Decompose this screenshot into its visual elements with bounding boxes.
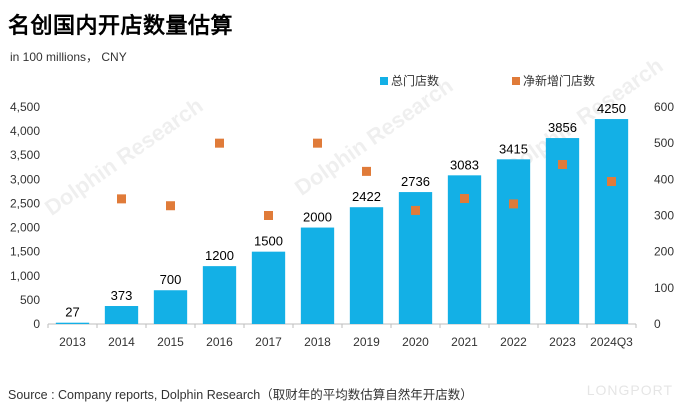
bar [545, 138, 580, 324]
legend: 总门店数 净新增门店数 [0, 72, 687, 90]
bar-data-label: 3083 [450, 157, 479, 172]
bar [153, 290, 188, 324]
source-note: Source : Company reports, Dolphin Resear… [8, 388, 473, 402]
bar [104, 306, 139, 324]
y-left-tick-label: 4,500 [10, 100, 40, 114]
y-right-tick-label: 0 [654, 317, 661, 331]
y-left-tick-label: 3,000 [10, 172, 40, 186]
x-tick-label: 2016 [206, 335, 233, 349]
bar-data-label: 3415 [499, 141, 528, 156]
legend-swatch-bar [380, 76, 388, 85]
bar-data-label: 700 [160, 272, 182, 287]
x-tick-label: 2023 [549, 335, 576, 349]
y-left-tick-label: 4,000 [10, 124, 40, 138]
x-tick-label: 2013 [59, 335, 86, 349]
y-left-tick-label: 3,500 [10, 148, 40, 162]
bar-data-label: 373 [111, 288, 133, 303]
bar-data-label: 1500 [254, 234, 283, 249]
y-left-tick-label: 500 [20, 293, 40, 307]
bar [496, 159, 531, 324]
y-left-tick-label: 2,000 [10, 221, 40, 235]
legend-swatch-dot [512, 76, 520, 85]
scatter-point [264, 211, 273, 220]
x-tick-label: 2022 [500, 335, 527, 349]
bar [300, 227, 335, 324]
x-tick-label: 2020 [402, 335, 429, 349]
y-right-tick-label: 100 [654, 281, 674, 295]
scatter-point [166, 201, 175, 211]
bar-data-label: 27 [65, 305, 79, 320]
bar [251, 251, 286, 324]
chart-title: 名创国内开店数量估算 [8, 14, 234, 39]
brand-watermark: LONGPORT [586, 382, 673, 398]
y-right-tick-label: 500 [654, 136, 674, 150]
legend-label-total-stores: 总门店数 [391, 74, 440, 88]
scatter-point [460, 194, 469, 204]
bar-data-label: 2736 [401, 174, 430, 189]
y-left-tick-label: 1,000 [10, 269, 40, 283]
bar [349, 207, 384, 324]
y-left-tick-label: 1,500 [10, 245, 40, 259]
x-tick-label: 2015 [157, 335, 184, 349]
scatter-point [607, 177, 616, 187]
scatter-point [558, 160, 567, 170]
y-left-tick-label: 2,500 [10, 196, 40, 210]
y-right-tick-label: 400 [654, 172, 674, 186]
x-tick-label: 2017 [255, 335, 282, 349]
bar [594, 119, 629, 324]
scatter-point [117, 194, 126, 204]
bar-data-label: 3856 [548, 120, 577, 135]
bar-data-label: 2422 [352, 189, 381, 204]
y-right-tick-label: 200 [654, 245, 674, 259]
bar-data-label: 1200 [205, 248, 234, 263]
x-tick-label: 2024Q3 [590, 335, 633, 349]
bar [202, 266, 237, 324]
legend-item-net-new-stores: 净新增门店数 [512, 72, 595, 89]
scatter-point [509, 199, 518, 209]
legend-item-total-stores: 总门店数 [380, 72, 439, 89]
bar [55, 322, 90, 324]
y-right-tick-label: 300 [654, 209, 674, 223]
bar-data-label: 2000 [303, 210, 332, 225]
legend-label-net-new-stores: 净新增门店数 [523, 74, 596, 88]
scatter-point [362, 166, 371, 176]
scatter-point [215, 138, 224, 148]
scatter-point [313, 138, 322, 148]
x-tick-label: 2021 [451, 335, 478, 349]
x-tick-label: 2014 [108, 335, 135, 349]
y-left-tick-label: 0 [33, 317, 40, 331]
x-tick-label: 2018 [304, 335, 331, 349]
y-right-tick-label: 600 [654, 100, 674, 114]
x-tick-label: 2019 [353, 335, 380, 349]
bar-data-label: 4250 [597, 101, 626, 116]
unit-label: in 100 millions， CNY [10, 50, 127, 64]
scatter-point [411, 205, 420, 215]
